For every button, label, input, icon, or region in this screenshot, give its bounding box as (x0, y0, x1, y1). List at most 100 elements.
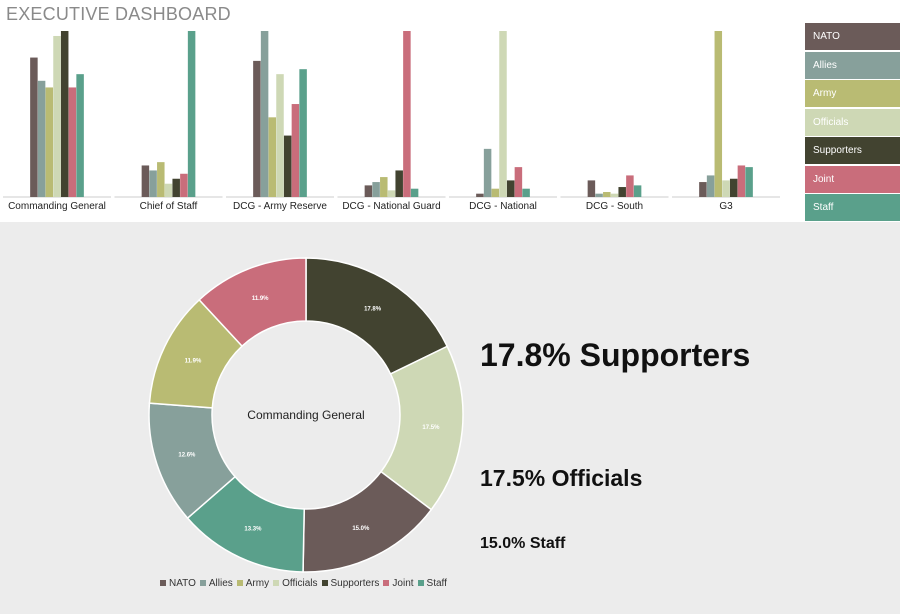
bar[interactable] (164, 183, 173, 197)
bar[interactable] (37, 80, 46, 197)
x-tick-label: DCG - National Guard (342, 201, 440, 212)
bar[interactable] (587, 180, 596, 197)
legend-swatch (383, 580, 390, 587)
bar[interactable] (45, 87, 54, 197)
bar[interactable] (403, 31, 411, 197)
bar[interactable] (699, 182, 707, 197)
slice-label: 13.3% (244, 527, 262, 533)
slice-label: 11.9% (252, 296, 269, 302)
slice-label: 15.0% (352, 526, 370, 532)
bar[interactable] (618, 187, 626, 197)
bar[interactable] (610, 193, 619, 197)
bar[interactable] (410, 188, 419, 197)
x-tick-label: DCG - Army Reserve (233, 201, 327, 212)
legend-item-joint[interactable]: Joint (805, 165, 900, 193)
legend-swatch (321, 580, 328, 587)
bar[interactable] (745, 167, 753, 197)
bar[interactable] (714, 31, 723, 197)
bar[interactable] (395, 170, 403, 197)
grouped-bar-chart: Commanding General Chief of Staff DCG - Ar… (3, 31, 780, 212)
legend-label: NATO (813, 31, 840, 42)
donut-legend-item[interactable]: Supporters (321, 578, 380, 589)
legend-label: Supporters (330, 578, 380, 589)
bar[interactable] (276, 74, 284, 197)
legend-panel: NATO Allies Army Officials Supporters Jo… (805, 23, 900, 223)
donut-legend-item[interactable]: Allies (199, 578, 233, 589)
legend-item-staff[interactable]: Staff (805, 194, 900, 221)
legend-item-allies[interactable]: Allies (805, 51, 900, 79)
bar[interactable] (483, 148, 492, 197)
bar[interactable] (180, 173, 188, 197)
legend-swatch (417, 580, 424, 587)
bar[interactable] (706, 175, 715, 197)
bar[interactable] (53, 35, 61, 198)
bar[interactable] (299, 69, 307, 197)
bar[interactable] (595, 193, 603, 197)
bar[interactable] (60, 31, 69, 197)
bar[interactable] (499, 31, 507, 197)
page-title: EXECUTIVE DASHBOARD (6, 4, 231, 24)
bar[interactable] (187, 31, 196, 197)
bar[interactable] (729, 178, 738, 197)
bar[interactable] (722, 180, 730, 197)
x-tick-label: DCG - South (586, 201, 643, 212)
legend-label: Army (245, 578, 270, 589)
bar[interactable] (253, 60, 261, 197)
legend-label: Supporters (813, 145, 862, 156)
donut-center-label: Commanding General (247, 408, 364, 422)
bar[interactable] (380, 177, 388, 197)
donut-legend-item[interactable]: NATO (160, 578, 196, 589)
bar[interactable] (603, 192, 611, 197)
bar[interactable] (268, 117, 277, 197)
bottom-panel: 17.8% 17.5% 15.0% 13.3% 12.6% 11.9% 11.9% Comma… (0, 222, 900, 614)
bar[interactable] (157, 162, 165, 197)
legend-swatch (160, 580, 166, 587)
x-tick-label: Chief of Staff (140, 201, 198, 212)
legend-swatch (273, 580, 280, 587)
donut-legend-item[interactable]: Staff (417, 578, 447, 589)
donut-slice[interactable] (198, 257, 307, 348)
bar[interactable] (372, 182, 380, 197)
bar[interactable] (506, 180, 515, 197)
x-tick-label: DCG - National (469, 201, 537, 212)
highlight-secondary: 17.5% Officials (480, 465, 643, 491)
legend-label: Allies (813, 59, 837, 71)
bar[interactable] (387, 190, 396, 197)
bar[interactable] (522, 188, 530, 197)
donut-legend: NATO Allies Army Officials Supporters Joint St… (160, 578, 451, 589)
bar[interactable] (68, 87, 77, 197)
bar[interactable] (291, 104, 300, 197)
bar[interactable] (76, 74, 84, 197)
slice-label: 11.9% (185, 358, 202, 364)
bar[interactable] (364, 185, 373, 197)
legend-label: Joint (392, 578, 414, 589)
bar[interactable] (514, 167, 523, 197)
donut-legend-item[interactable]: Officials (273, 578, 318, 589)
donut-legend-item[interactable]: Army (236, 578, 270, 589)
donut-legend-item[interactable]: Joint (383, 578, 414, 589)
x-tick-label: G3 (719, 201, 733, 212)
highlight-tertiary: 15.0% Staff (480, 535, 566, 552)
legend-label: Staff (426, 578, 447, 589)
legend-label: Officials (813, 116, 849, 128)
legend-label: Army (813, 88, 837, 99)
bar[interactable] (30, 57, 38, 198)
legend-item-supporters[interactable]: Supporters (805, 137, 900, 164)
slice-label: 17.5% (422, 425, 440, 431)
bar[interactable] (626, 175, 634, 197)
bar[interactable] (633, 185, 642, 197)
bar[interactable] (141, 165, 150, 197)
legend-item-army[interactable]: Army (805, 80, 900, 107)
top-panel: EXECUTIVE DASHBOARD Commanding General Ch… (0, 0, 900, 222)
bar[interactable] (149, 170, 157, 197)
donut-chart: 17.8% 17.5% 15.0% 13.3% 12.6% 11.9% 11.9% Comma… (148, 257, 464, 573)
bar[interactable] (283, 135, 292, 197)
bar[interactable] (172, 178, 180, 197)
bar[interactable] (260, 31, 269, 197)
highlight-primary: 17.8% Supporters (480, 337, 751, 373)
legend-item-officials[interactable]: Officials (805, 108, 900, 136)
bar[interactable] (491, 188, 500, 197)
bar[interactable] (476, 193, 484, 197)
bar[interactable] (737, 165, 746, 197)
legend-item-nato[interactable]: NATO (805, 23, 900, 50)
